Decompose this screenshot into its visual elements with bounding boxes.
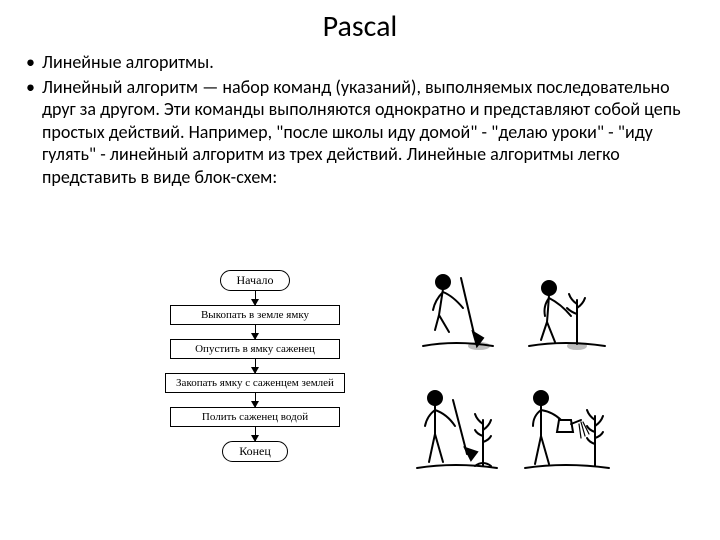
flow-arrow <box>255 291 256 305</box>
flow-step: Полить саженец водой <box>170 407 340 427</box>
flow-arrow <box>255 393 256 407</box>
bullet-item: Линейные алгоритмы. <box>42 51 696 74</box>
flow-start: Начало <box>220 270 291 291</box>
flow-arrow <box>255 359 256 373</box>
illustration-watering <box>515 380 615 480</box>
flow-step: Выкопать в земле ямку <box>170 305 340 325</box>
illustration-covering <box>405 380 505 480</box>
illustration-digging <box>405 260 505 360</box>
flow-step: Закопать ямку с саженцем землей <box>165 373 345 393</box>
diagram-area: Начало Выкопать в земле ямку Опустить в … <box>135 270 615 530</box>
page-title: Pascal <box>24 8 696 45</box>
bullet-item: Линейный алгоритм — набор команд (указан… <box>42 76 696 189</box>
flowchart: Начало Выкопать в земле ямку Опустить в … <box>135 270 375 462</box>
flow-end: Конец <box>222 441 288 462</box>
flow-arrow <box>255 325 256 339</box>
illustration-planting <box>515 260 615 360</box>
flow-arrow <box>255 427 256 441</box>
bullet-list: Линейные алгоритмы. Линейный алгоритм — … <box>24 51 696 188</box>
flow-step: Опустить в ямку саженец <box>170 339 340 359</box>
